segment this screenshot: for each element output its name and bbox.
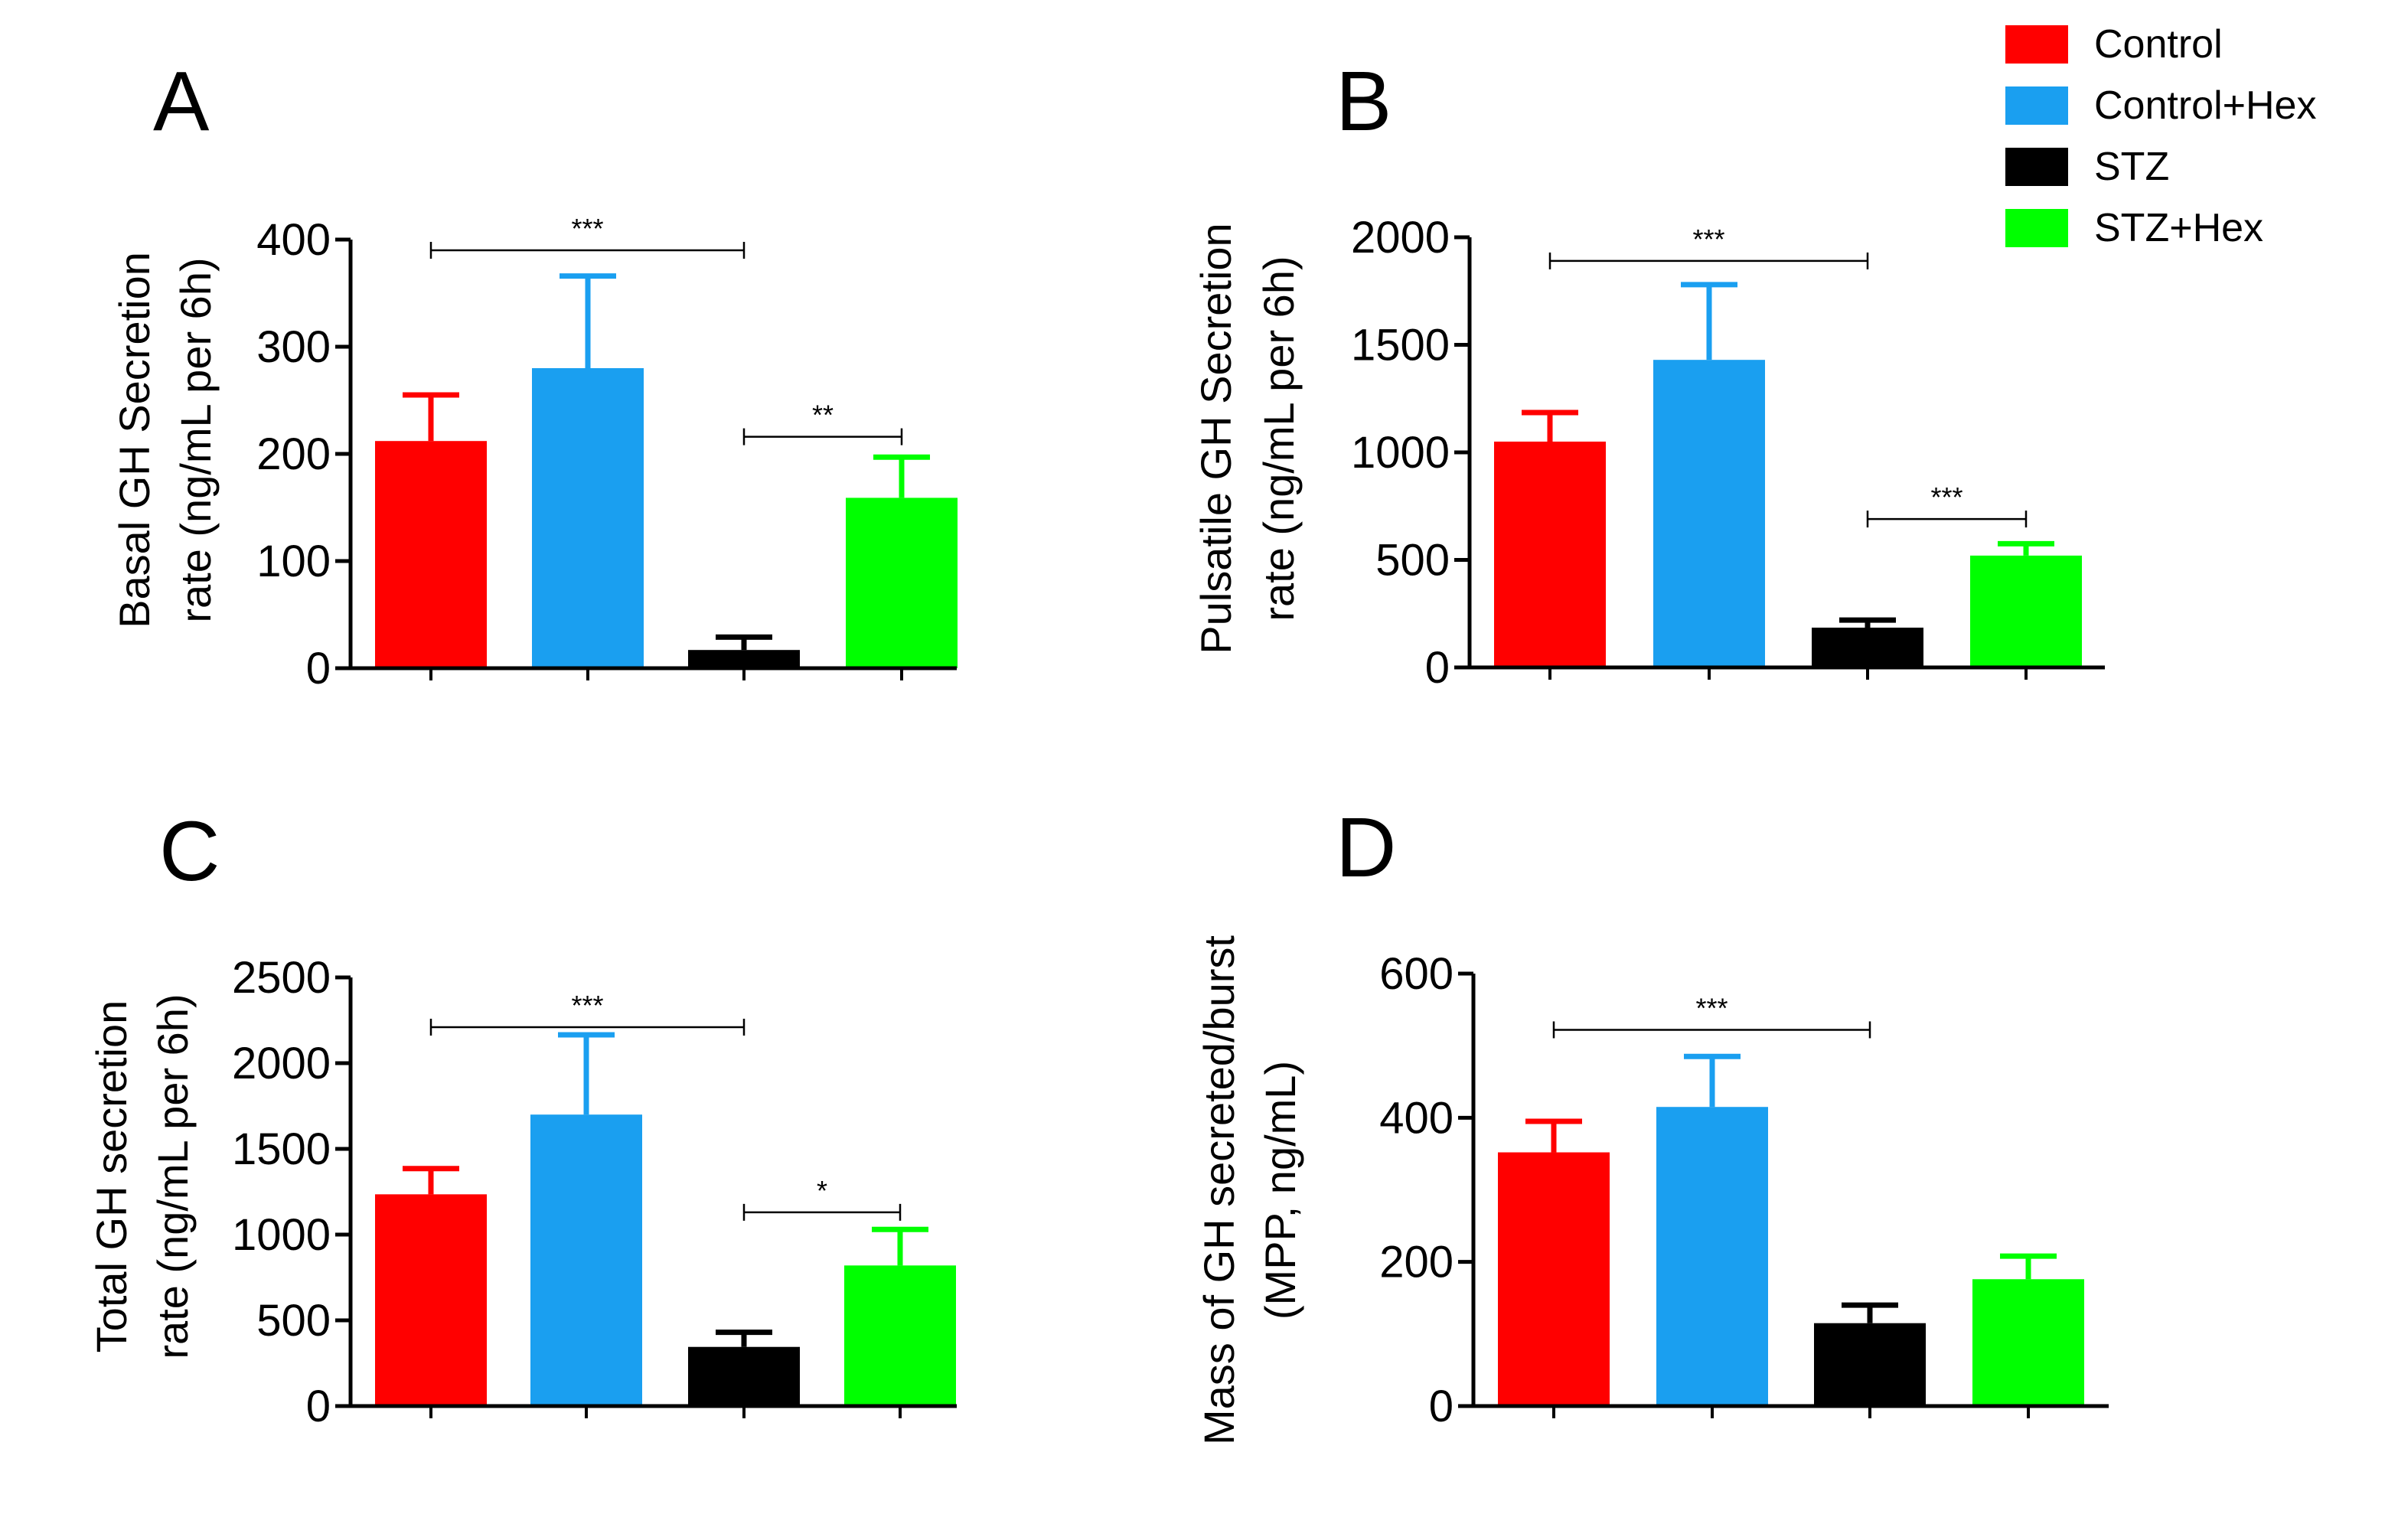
bar-stz — [688, 650, 800, 668]
panel-c: C Total GH secretion rate (ng/mL per 6h) 0 5… — [87, 804, 957, 1431]
y-axis-label: Total GH secretion — [87, 1000, 135, 1353]
bar-control — [1498, 1152, 1610, 1406]
significance-label: *** — [1692, 223, 1724, 255]
legend: Control Control+Hex STZ STZ+Hex — [2005, 22, 2316, 250]
significance-label: *** — [571, 213, 603, 244]
y-tick-label: 600 — [1379, 949, 1454, 999]
y-axis-label: Pulsatile GH Secretion — [1192, 223, 1240, 654]
y-tick-label: 0 — [306, 644, 331, 693]
panel-letter: D — [1336, 801, 1396, 895]
significance-label: *** — [571, 990, 603, 1021]
bar-stz-plus-hex — [1972, 1279, 2084, 1406]
panel-letter: A — [153, 54, 210, 148]
y-axis-label: rate (ng/mL per 6h) — [148, 993, 197, 1359]
panel-b: B Pulsatile GH Secretion rate (ng/mL per 6… — [1192, 54, 2105, 693]
bar-stz-plus-hex — [844, 1265, 956, 1406]
legend-swatch — [2005, 25, 2068, 64]
bar-control-plus-hex — [530, 1114, 642, 1406]
bar-stz — [688, 1346, 800, 1406]
legend-swatch — [2005, 148, 2068, 186]
significance-label: ** — [812, 400, 834, 431]
y-tick-label: 500 — [1375, 536, 1450, 586]
y-tick-label: 400 — [1379, 1093, 1454, 1143]
legend-swatch — [2005, 86, 2068, 125]
y-tick-label: 500 — [256, 1296, 331, 1346]
y-axis-label: rate (ng/mL per 6h) — [171, 257, 220, 622]
y-tick-label: 1000 — [232, 1210, 331, 1260]
legend-swatch — [2005, 209, 2068, 247]
y-tick-label: 400 — [256, 215, 331, 265]
significance-label: *** — [1930, 481, 1962, 513]
y-tick-label: 1500 — [1351, 321, 1450, 370]
y-tick-label: 0 — [306, 1382, 331, 1431]
y-tick-label: 2000 — [1351, 213, 1450, 263]
y-tick-label: 0 — [1429, 1382, 1454, 1431]
panel-d: D Mass of GH secreted/burst (MPP, ng/mL) 0 2… — [1195, 801, 2109, 1445]
bar-stz — [1814, 1323, 1926, 1406]
y-tick-label: 2500 — [232, 953, 331, 1003]
bar-stz-plus-hex — [846, 498, 958, 668]
significance-label: * — [817, 1175, 827, 1206]
panel-letter: B — [1336, 54, 1392, 148]
legend-label: Control — [2094, 22, 2223, 67]
bar-control-plus-hex — [1653, 360, 1765, 667]
bar-control — [375, 441, 487, 668]
bar-stz — [1812, 628, 1923, 667]
y-axis-label: (MPP, ng/mL) — [1256, 1061, 1304, 1320]
y-tick-label: 300 — [256, 322, 331, 372]
bar-control-plus-hex — [532, 368, 644, 668]
significance-label: *** — [1695, 992, 1728, 1023]
panel-a: A Basal GH Secretion rate (ng/mL per 6h) 0 1… — [110, 54, 958, 693]
y-axis-label: Mass of GH secreted/burst — [1195, 935, 1243, 1445]
panel-letter: C — [159, 804, 220, 899]
legend-label: Control+Hex — [2094, 83, 2316, 128]
y-axis-label: rate (ng/mL per 6h) — [1254, 256, 1303, 621]
y-tick-label: 100 — [256, 537, 331, 586]
y-tick-label: 1000 — [1351, 428, 1450, 478]
bar-control — [375, 1194, 487, 1406]
legend-label: STZ+Hex — [2094, 206, 2263, 250]
legend-label: STZ — [2094, 145, 2169, 189]
y-tick-label: 2000 — [232, 1039, 331, 1088]
bar-stz-plus-hex — [1970, 555, 2082, 667]
bar-control-plus-hex — [1656, 1107, 1768, 1406]
y-tick-label: 1500 — [232, 1124, 331, 1174]
y-tick-label: 0 — [1425, 643, 1450, 693]
y-tick-label: 200 — [1379, 1238, 1454, 1287]
y-tick-label: 200 — [256, 429, 331, 479]
bar-control — [1494, 441, 1606, 667]
y-axis-label: Basal GH Secretion — [110, 252, 158, 628]
